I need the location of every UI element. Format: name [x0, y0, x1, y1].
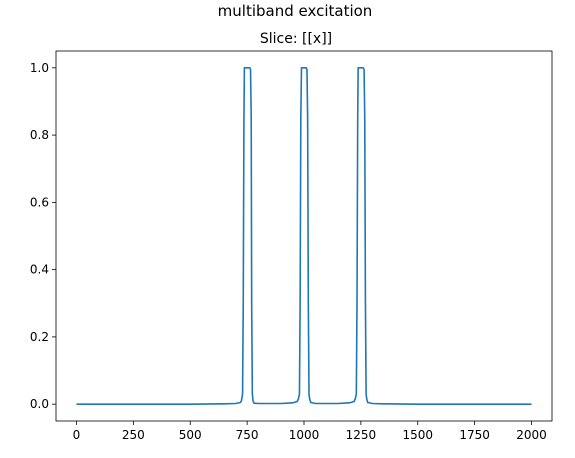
x-tick-label: 1000: [289, 428, 320, 442]
x-tick-label: 750: [236, 428, 259, 442]
y-tick-label: 0.8: [30, 128, 49, 142]
y-tick-label: 0.4: [30, 263, 49, 277]
x-tick-label: 500: [179, 428, 202, 442]
x-tick-label: 1250: [346, 428, 377, 442]
x-tick-label: 2000: [516, 428, 547, 442]
x-tick-label: 0: [73, 428, 81, 442]
series-line-0: [76, 67, 532, 405]
x-tick-label: 250: [122, 428, 145, 442]
axes-title: Slice: [[x]]: [260, 31, 332, 47]
plot-area: [76, 67, 532, 405]
y-tick-label: 0.0: [30, 397, 49, 411]
y-axis: 0.0 0.2 0.4 0.6 0.8 1.0: [30, 61, 56, 411]
y-tick-label: 1.0: [30, 61, 49, 75]
y-tick-label: 0.2: [30, 330, 49, 344]
x-tick-label: 1750: [459, 428, 490, 442]
x-tick-label: 1500: [402, 428, 433, 442]
x-axis: 0 250 500 750 1000 1250 1500 1750 2000: [73, 421, 547, 442]
axes-frame: [55, 50, 553, 422]
y-tick-label: 0.6: [30, 195, 49, 209]
figure-suptitle: multiband excitation: [218, 2, 373, 20]
